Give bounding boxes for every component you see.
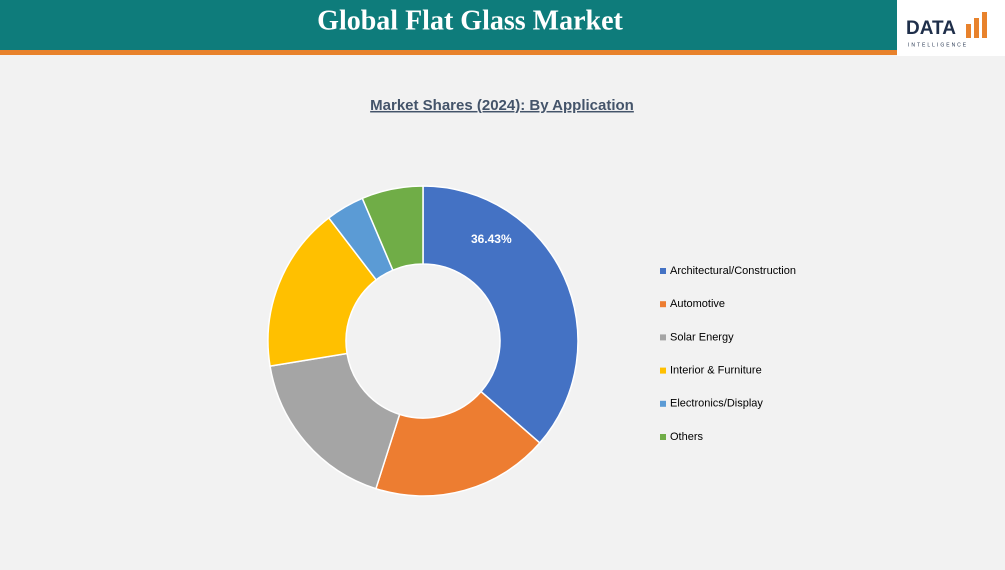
logo-bar xyxy=(982,12,987,38)
logo-word: DATA xyxy=(906,18,956,39)
logo: DATA INTELLIGENCE xyxy=(897,0,1005,56)
logo-bar xyxy=(974,18,979,38)
legend-swatch xyxy=(660,301,666,308)
chart-title: Market Shares (2024): By Application xyxy=(370,97,634,114)
data-label: 36.43% xyxy=(471,232,512,246)
legend-label: Electronics/Display xyxy=(670,398,763,410)
legend-label: Others xyxy=(670,431,704,443)
legend-label: Solar Energy xyxy=(670,331,734,343)
donut-segment xyxy=(374,390,541,497)
legend-swatch xyxy=(660,268,666,274)
logo-bar xyxy=(966,24,971,38)
logo-tagline: INTELLIGENCE xyxy=(908,42,968,48)
header-title: Global Flat Glass Market xyxy=(317,5,623,36)
donut-segment xyxy=(422,185,579,444)
legend-label: Interior & Furniture xyxy=(670,365,762,377)
legend-swatch xyxy=(660,367,666,374)
header-bar xyxy=(0,0,1005,50)
legend-label: Automotive xyxy=(670,298,725,310)
donut-segment xyxy=(267,216,378,367)
legend-swatch xyxy=(660,434,666,440)
donut-segment xyxy=(361,185,424,272)
legend-label: Architectural/Construction xyxy=(670,265,796,277)
legend-swatch xyxy=(660,400,666,407)
header-rule xyxy=(0,50,1005,55)
legend-swatch xyxy=(660,334,666,341)
donut-segment xyxy=(269,352,401,490)
